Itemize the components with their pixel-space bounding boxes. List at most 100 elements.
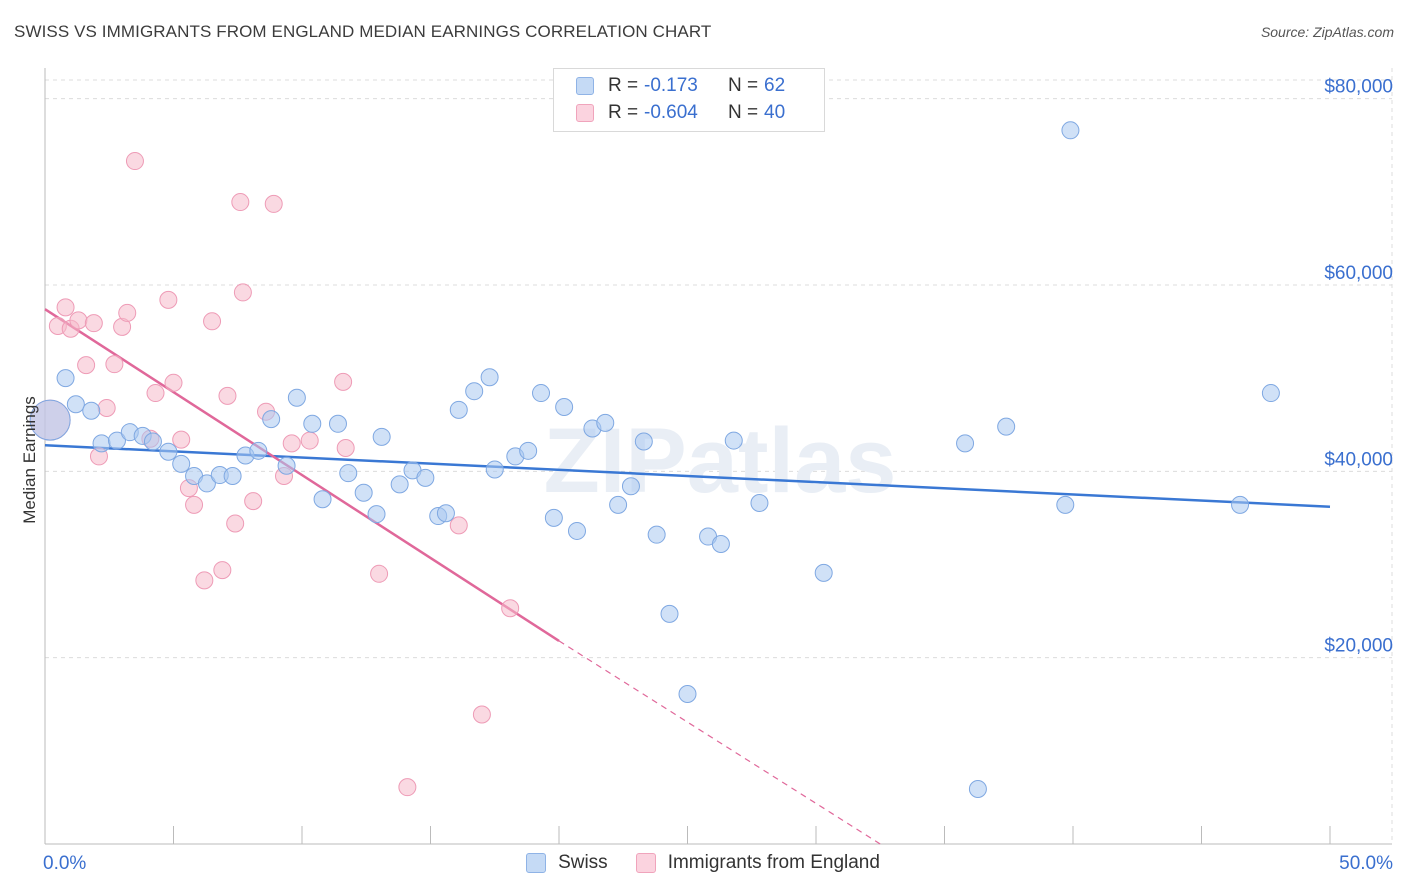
swiss-point: [724, 431, 743, 450]
swiss-point: [372, 427, 391, 446]
england-point: [244, 492, 263, 511]
gridlines: [45, 68, 1393, 844]
swiss-point: [621, 477, 640, 496]
swiss-point: [367, 505, 386, 524]
swiss-point: [56, 369, 75, 388]
tick-labels: $20,000 $40,000 $60,000 $80,000 0.0% 50.0%: [43, 77, 1393, 874]
england-swatch: [635, 853, 656, 873]
england-trend-line: [44, 308, 560, 642]
swiss-point: [485, 460, 504, 479]
y-axis-label: Median Earnings: [20, 396, 39, 524]
swiss-point: [480, 368, 499, 387]
r-label: R =: [608, 75, 639, 96]
swiss-point: [532, 384, 551, 403]
swiss-point: [416, 468, 435, 487]
swiss-point: [997, 417, 1016, 436]
swiss-swatch: [526, 853, 547, 873]
series-legend: Swiss Immigrants from England: [0, 852, 1406, 874]
england-point: [449, 516, 468, 535]
england-point: [231, 193, 250, 212]
swiss-point: [29, 399, 71, 441]
england-swatch: [576, 104, 594, 122]
swiss-point: [596, 413, 615, 432]
swiss-point: [197, 474, 216, 493]
swiss-point: [159, 442, 178, 461]
swiss-point: [287, 388, 306, 407]
swiss-point: [313, 490, 332, 509]
legend-label: Swiss: [558, 852, 608, 873]
swiss-point: [555, 398, 574, 417]
swiss-point: [544, 508, 563, 527]
x-tick-label: 0.0%: [43, 853, 86, 874]
swiss-point: [1061, 121, 1080, 140]
swiss-point: [107, 431, 126, 450]
england-point: [336, 439, 355, 458]
england-point: [334, 372, 353, 391]
swiss-point: [750, 493, 769, 512]
england-point: [105, 355, 124, 374]
swiss-point: [519, 441, 538, 460]
axes: [44, 68, 1392, 845]
swiss-point: [390, 475, 409, 494]
swiss-point: [1261, 384, 1280, 403]
england-point: [213, 561, 232, 580]
swiss-point: [303, 414, 322, 433]
swiss-point: [143, 432, 162, 451]
y-tick-label: $20,000: [1324, 636, 1393, 657]
england-point: [172, 430, 191, 449]
r-value: -0.173: [644, 75, 698, 96]
england-point: [97, 398, 116, 417]
swiss-point: [634, 432, 653, 451]
england-point: [159, 290, 178, 309]
england-trend-extension: [558, 640, 881, 845]
england-point: [195, 571, 214, 590]
y-tick-label: $60,000: [1324, 263, 1393, 284]
swiss-point: [249, 441, 268, 460]
swiss-point: [172, 454, 191, 473]
n-label: N =: [728, 102, 759, 123]
england-point: [56, 298, 75, 317]
england-point: [282, 434, 301, 453]
stats-legend: R = -0.173 N = 62 R = -0.604 N = 40: [553, 68, 825, 132]
swiss-point: [339, 464, 358, 483]
swiss-point: [660, 604, 679, 623]
y-tick-label: $80,000: [1324, 77, 1393, 98]
n-label: N =: [728, 75, 759, 96]
england-point: [398, 778, 417, 797]
legend-item-england[interactable]: Immigrants from England: [635, 852, 880, 874]
legend-item-swiss[interactable]: Swiss: [526, 852, 608, 874]
england-point: [203, 312, 222, 331]
stats-row-swiss: R = -0.173 N = 62: [576, 73, 785, 99]
swiss-point: [678, 684, 697, 703]
swiss-point: [354, 483, 373, 502]
legend-label: Immigrants from England: [667, 852, 880, 873]
england-point: [370, 564, 389, 583]
r-label: R =: [608, 102, 639, 123]
swiss-point: [609, 495, 628, 514]
swiss-point: [277, 456, 296, 475]
source-credit: Source: ZipAtlas.com: [1260, 24, 1394, 40]
stats-row-england: R = -0.604 N = 40: [576, 100, 785, 126]
england-point: [146, 384, 165, 403]
england-point: [164, 373, 183, 392]
swiss-point: [449, 400, 468, 419]
swiss-point: [82, 401, 101, 420]
swiss-point: [567, 521, 586, 540]
swiss-point: [711, 534, 730, 553]
data-points: [29, 121, 1280, 799]
swiss-point: [1056, 495, 1075, 514]
england-point: [84, 314, 103, 333]
swiss-point: [328, 414, 347, 433]
england-point: [185, 495, 204, 514]
england-point: [233, 283, 252, 302]
swiss-point: [92, 434, 111, 453]
swiss-point: [66, 395, 85, 414]
swiss-point: [223, 466, 242, 485]
swiss-point: [436, 504, 455, 523]
england-point: [501, 599, 520, 618]
n-value: 40: [764, 102, 786, 123]
swiss-point: [968, 780, 987, 799]
swiss-point: [465, 382, 484, 401]
swiss-point: [956, 434, 975, 453]
